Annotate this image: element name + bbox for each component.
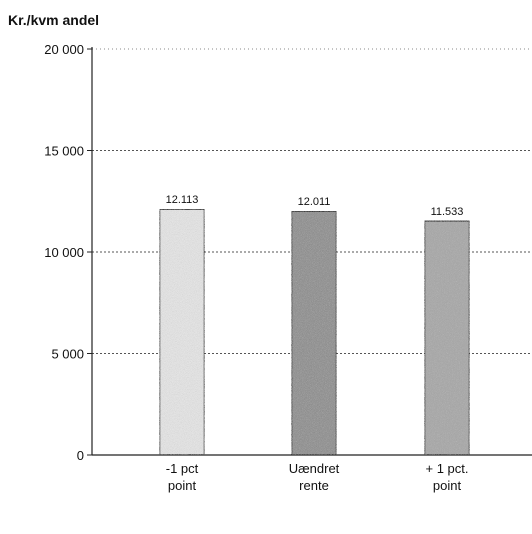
y-tick-label: 0	[77, 448, 84, 463]
y-axis-title: Kr./kvm andel	[8, 12, 99, 28]
label-layer: 12.113 -1 pct point 12.011 Uændret rente 11.53…	[166, 194, 469, 493]
data-label: 11.533	[431, 206, 464, 218]
y-tick-label: 5 000	[51, 347, 84, 362]
x-category-label: point	[168, 478, 197, 493]
bar	[423, 220, 471, 456]
x-category-label: rente	[299, 478, 329, 493]
y-tick-label: 10 000	[44, 245, 84, 260]
y-tick-label: 15 000	[44, 144, 84, 159]
x-category-label: Uændret	[289, 461, 340, 476]
data-label: 12.113	[166, 194, 199, 206]
bar	[290, 210, 338, 456]
data-label: 12.011	[298, 196, 331, 208]
x-category-label: + 1 pct.	[426, 461, 469, 476]
x-category-label: -1 pct	[166, 461, 199, 476]
x-category-label: point	[433, 478, 462, 493]
bar-layer	[158, 208, 471, 456]
bar	[158, 208, 206, 456]
y-tick-label: 20 000	[44, 42, 84, 57]
axis-layer: 0 5 000 10 000 15 000 20 000	[44, 42, 532, 463]
